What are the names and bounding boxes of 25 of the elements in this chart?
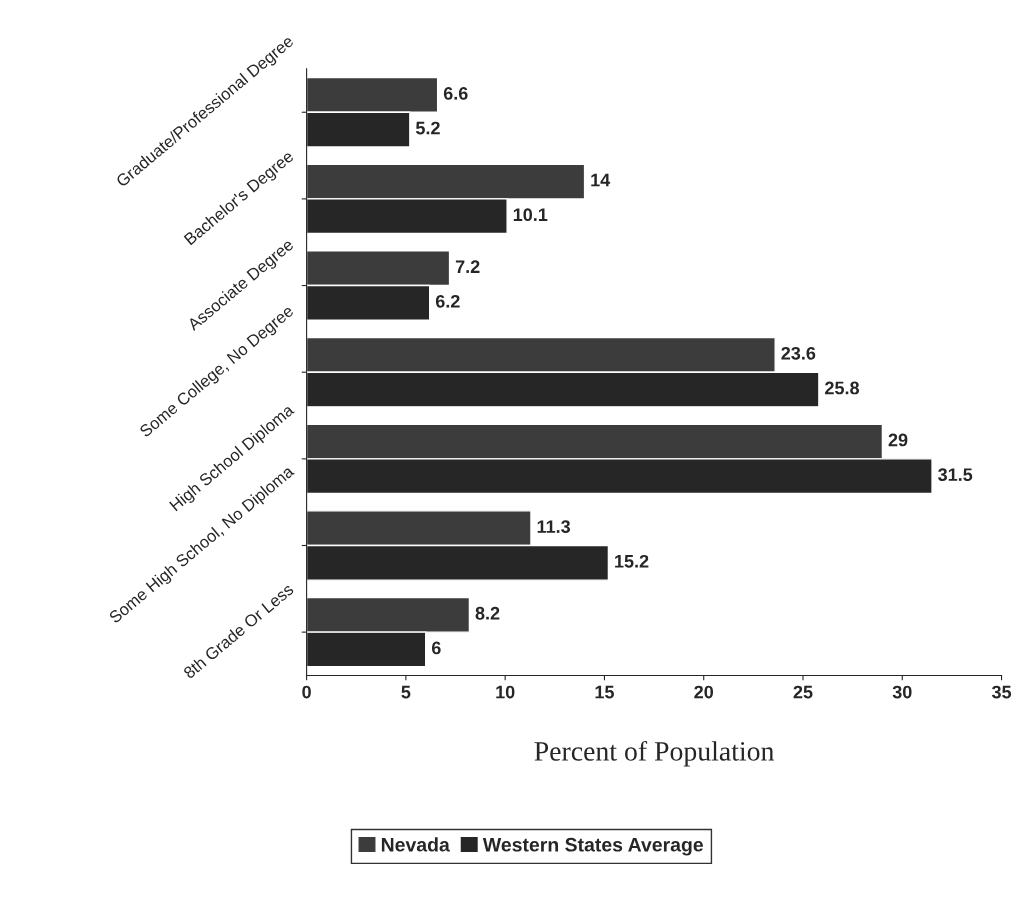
legend-label: Nevada [381,837,450,852]
data-label: 6.6 [443,86,468,100]
data-label: 6 [431,641,441,655]
data-label: 8.2 [475,606,500,620]
data-label: 7.2 [455,260,480,273]
x-tick-label: 10 [496,685,515,699]
legend-label: Western States Average [482,837,703,856]
data-label: 23.6 [781,346,816,360]
x-axis-title: Percent of Population [534,740,775,767]
data-label: 15.2 [615,554,649,568]
x-tick-label: 5 [401,685,411,699]
data-label: 6.2 [435,294,460,308]
data-label: 11.3 [537,520,571,534]
x-tick-label: 30 [892,685,912,699]
x-tick-label: 25 [793,685,813,699]
data-label: 10.1 [513,208,548,222]
data-label: 5.2 [415,121,440,135]
data-label: 14 [591,173,611,187]
data-label: 25.8 [825,381,860,395]
data-label: 31.5 [938,468,973,482]
x-tick-label: 15 [595,685,614,699]
x-tick-label: 0 [302,685,311,699]
x-tick-label: 20 [694,685,714,699]
x-tick-label: 35 [991,685,1012,699]
data-label: 29 [888,433,908,447]
